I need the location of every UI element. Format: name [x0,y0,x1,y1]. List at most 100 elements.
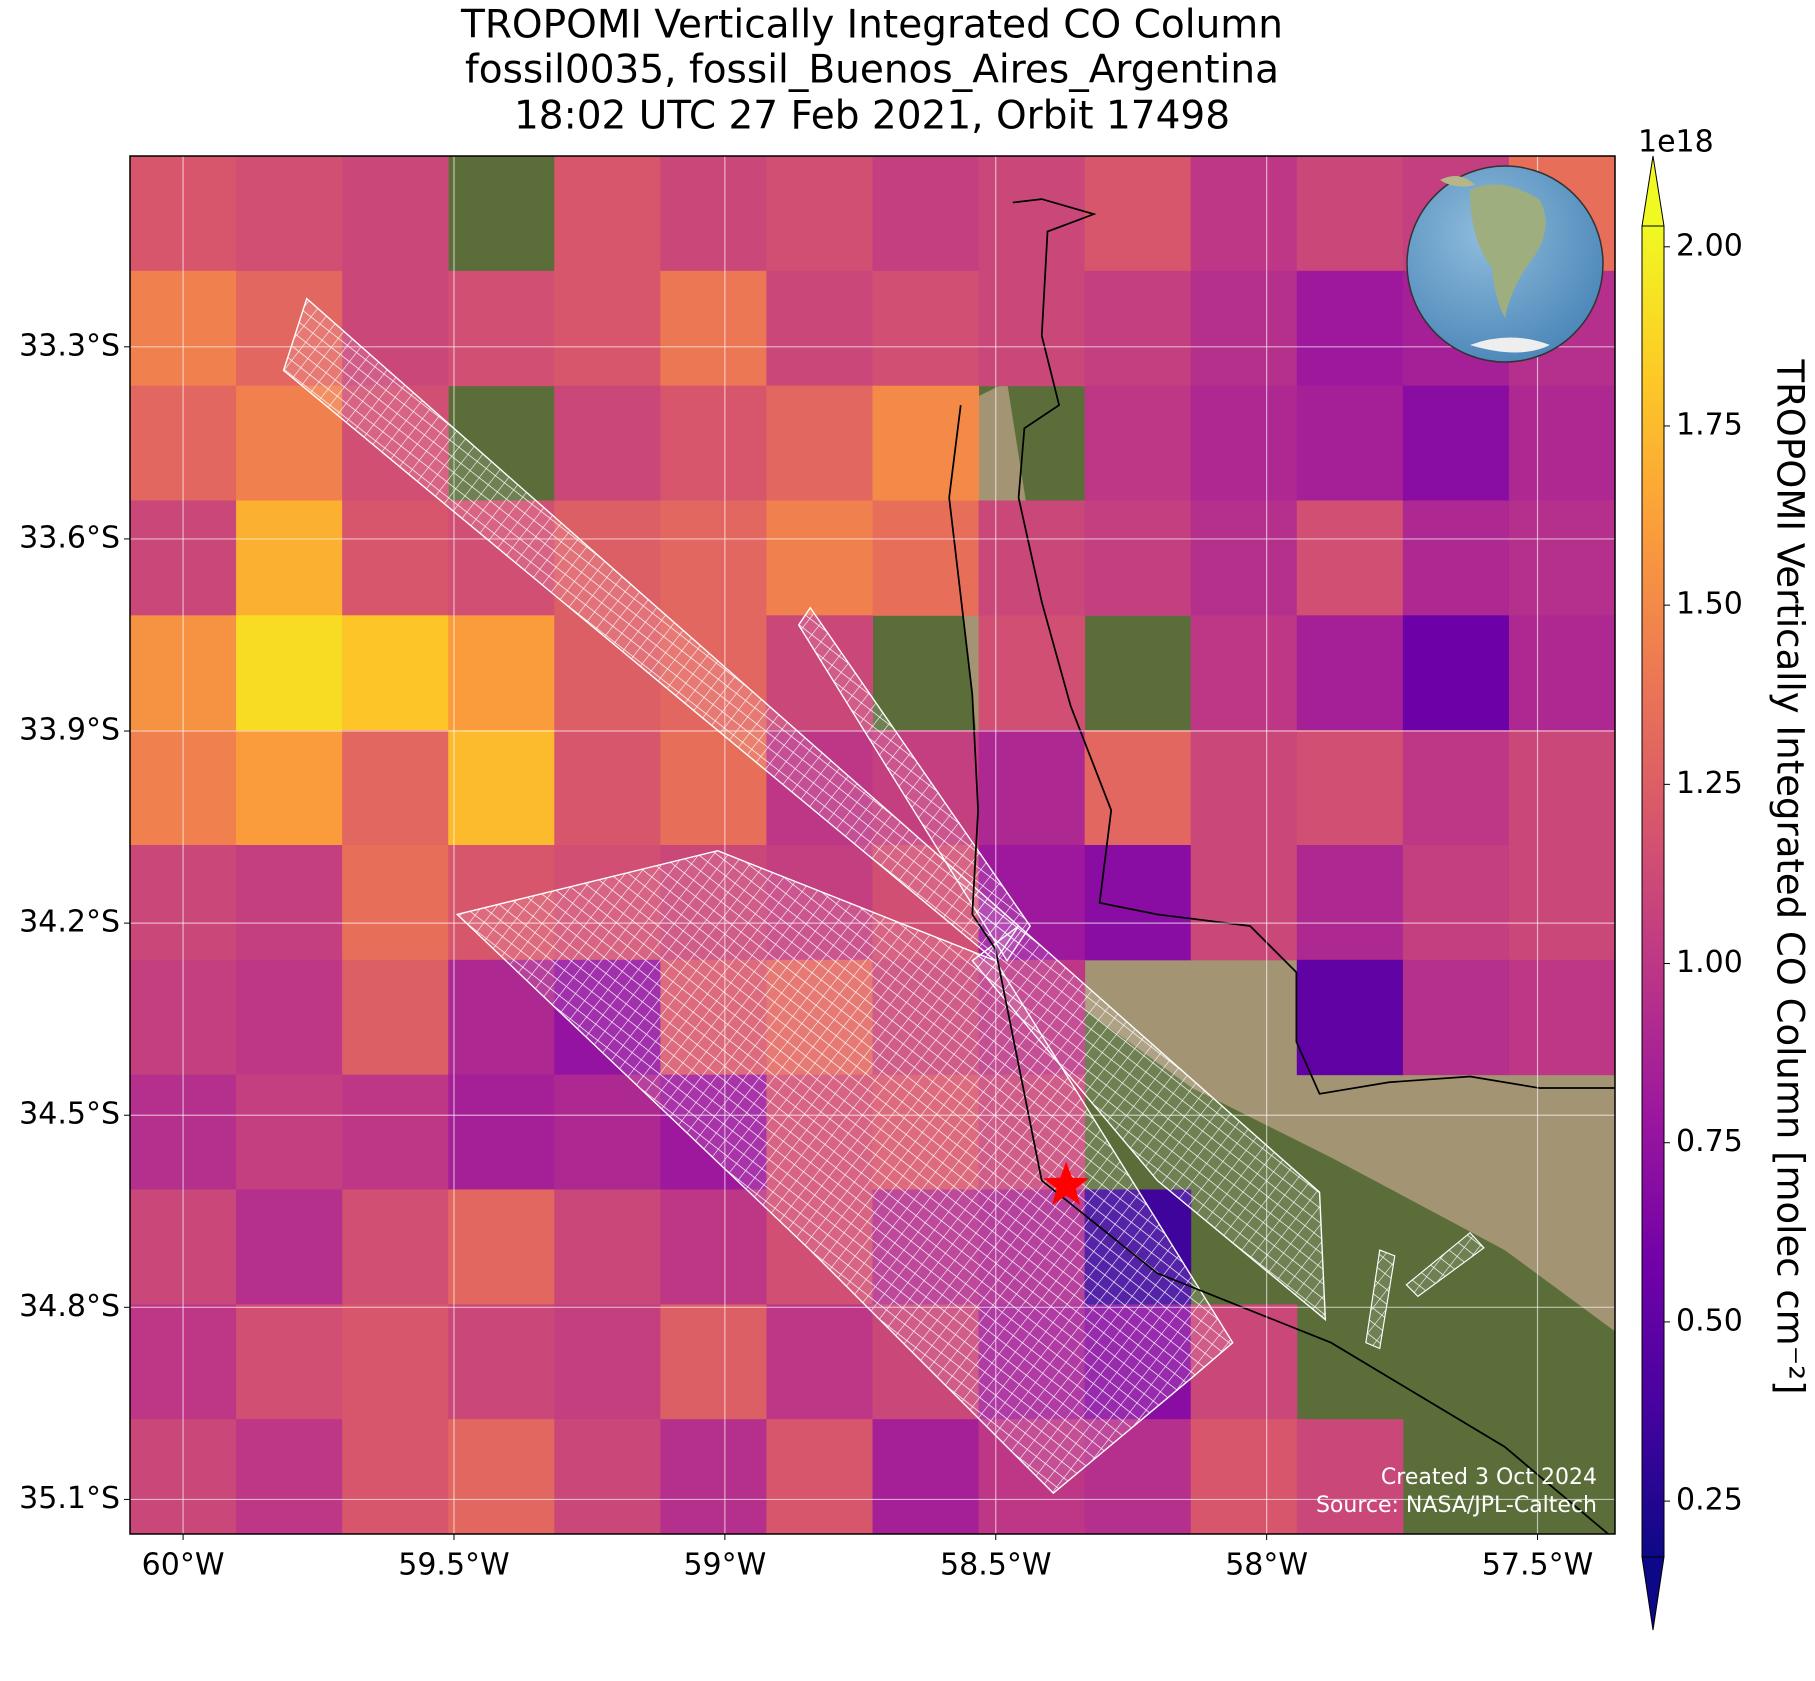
heatmap-cell [978,270,1086,387]
heatmap-cell [660,1189,767,1305]
colorbar-extend-max [1641,155,1665,227]
heatmap-cell [1190,730,1298,846]
heatmap-cell [1190,156,1298,272]
y-tick-label: 34.8°S [19,1289,120,1324]
heatmap-cell [236,730,343,846]
heatmap-cell [342,845,449,961]
globe-inset [1406,165,1604,363]
y-tick-label: 35.1°S [19,1481,120,1516]
heatmap-cell [236,1074,343,1190]
heatmap-cell [1508,500,1615,616]
colorbar-tick-label: 1.75 [1676,407,1743,442]
site-star [1043,1161,1090,1206]
colorbar-tick-label: 2.00 [1676,228,1743,263]
heatmap-cell [342,1419,449,1534]
y-tick-label: 34.2°S [19,905,120,940]
heatmap-cell [554,156,661,272]
heatmap-cell [448,1419,555,1534]
heatmap-cell [1296,500,1404,616]
heatmap-cell [448,615,555,731]
heatmap-cell [660,270,767,387]
heatmap-cell [554,730,661,846]
title-line: TROPOMI Vertically Integrated CO Column [460,3,1283,48]
x-tick-label: 59.5°W [398,1548,509,1583]
heatmap-cell [342,959,449,1076]
heatmap-cell [1190,385,1298,501]
map: Created 3 Oct 2024 Source: NASA/JPL-Calt… [130,156,1615,1534]
heatmap-cell [1190,615,1298,731]
heatmap-cell [448,730,555,846]
heatmap-cell [342,615,449,731]
heatmap-cell [1508,615,1615,731]
heatmap-cell [872,385,980,501]
heatmap-cell [448,1074,555,1190]
heatmap-cell [872,1419,980,1534]
colorbar-offset: 1e18 [1638,125,1714,160]
colorbar-extend-min [1641,1556,1665,1631]
heatmap-cell [872,500,980,616]
heatmap-cell [1190,270,1298,387]
heatmap-cell [342,1189,449,1305]
colorbar-tick-label: 0.50 [1676,1303,1743,1338]
heatmap-cell [1296,1419,1404,1534]
colorbar-tick-label: 1.25 [1676,766,1743,801]
heatmap-cell [766,385,873,501]
heatmap-cell [1402,615,1510,731]
heatmap-cell [342,1304,449,1420]
colorbar-tick-label: 1.50 [1676,587,1743,622]
y-tick-label: 33.3°S [19,328,120,363]
heatmap-cell [236,615,343,731]
colorbar-label: TROPOMI Vertically Integrated CO Column … [1769,358,1812,1394]
heatmap-cell [1296,845,1404,961]
colorbar-tick-label: 0.75 [1676,1124,1743,1159]
heatmap-cell [766,1419,873,1534]
heatmap-cell [448,270,555,387]
heatmap-cell [1084,385,1192,501]
annotation: Source: NASA/JPL-Caltech [1316,1493,1597,1518]
heatmap-cell [660,385,767,501]
heatmap-cell [448,1189,555,1305]
x-tick-label: 58°W [1225,1548,1308,1583]
heatmap-cell [1402,959,1510,1076]
heatmap-cell [554,1189,661,1305]
x-tick-label: 57.5°W [1482,1548,1593,1583]
heatmap-cell [1402,730,1510,846]
heatmap-cell [766,500,873,616]
x-tick-label: 60°W [142,1548,225,1583]
colorbar-tick-label: 1.00 [1676,945,1743,980]
heatmap-cell [554,1074,661,1190]
colorbar-tick-label: 0.25 [1676,1483,1743,1518]
heatmap-cell [1190,500,1298,616]
heatmap-cell [1084,156,1192,272]
heatmap-cell [1402,385,1510,501]
heatmap-cell [1296,959,1404,1076]
y-tick-label: 33.9°S [19,713,120,748]
title-line: 18:02 UTC 27 Feb 2021, Orbit 17498 [514,94,1230,139]
heatmap-cell [1296,385,1404,501]
site-layer [1043,1161,1090,1206]
y-tick-label: 33.6°S [19,520,120,555]
water [949,381,1615,1332]
heatmap-cell [1084,500,1192,616]
heatmap-cell [236,959,343,1076]
title-line: fossil0035, fossil_Buenos_Aires_Argentin… [465,48,1279,93]
heatmap-cell [1084,730,1192,846]
heatmap-cell [342,156,449,272]
annotation: Created 3 Oct 2024 [1381,1465,1597,1490]
heatmap-cell [660,156,767,272]
heatmap-cell [766,270,873,387]
coastline [1012,198,1615,1095]
heatmap-cell [1508,385,1615,501]
colorbar-body [1642,226,1664,1557]
heatmap-cell [554,385,661,501]
heatmap-cell [554,270,661,387]
heatmap-cell [1508,730,1615,846]
heatmap-cell [1296,270,1404,387]
heatmap-cell [1084,270,1192,387]
heatmap-cell [660,500,767,616]
grid [130,156,1615,1534]
heatmap-cell [660,1304,767,1420]
heatmap-cell [1296,156,1404,272]
heatmap-cell [766,156,873,272]
